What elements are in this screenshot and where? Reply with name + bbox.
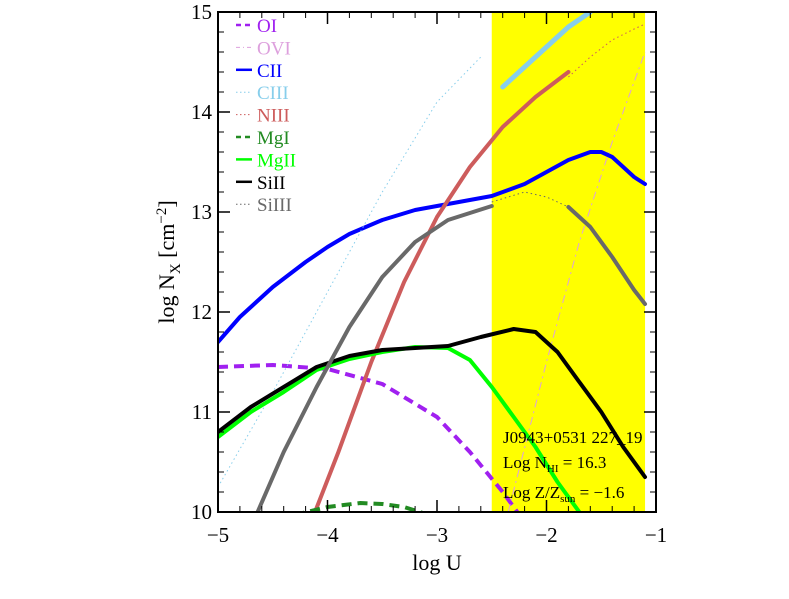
series-line-ciii-bold [500, 12, 593, 90]
x-axis-label: log U [412, 550, 462, 575]
x-tick-label: −5 [207, 523, 229, 547]
series-line-niii [568, 23, 646, 78]
legend-label-oi: OI [257, 16, 277, 37]
x-tick-label: −3 [426, 523, 448, 547]
legend-label-mgii: MgII [257, 150, 296, 171]
annotation-line-2-sub: HI [547, 463, 559, 475]
series-line-ciii [218, 56, 482, 488]
x-tick-label: −4 [316, 523, 339, 547]
y-axis-label-close: ] [154, 200, 179, 207]
y-tick-label: 11 [192, 400, 212, 424]
y-axis-label: log NX [cm−2] [154, 200, 184, 323]
annotation-line-2: Log NHI = 16.3 [503, 453, 606, 475]
y-tick-label: 12 [191, 300, 212, 324]
annotation-line-2-base: Log N [503, 453, 547, 472]
highlight-region [491, 12, 646, 512]
series-layer [218, 12, 647, 512]
x-tick-label: −1 [645, 523, 667, 547]
annotation-line-2-rest: = 16.3 [559, 453, 607, 472]
y-axis-label-unit: [cm [154, 224, 179, 264]
series-line-niii-bold [312, 70, 571, 512]
y-tick-label: 14 [191, 100, 213, 124]
series-line-ovi [507, 51, 646, 512]
y-axis-label-sub: X [168, 263, 184, 274]
y-axis-label-sup: −2 [154, 208, 170, 224]
legend-label-cii: CII [257, 61, 282, 82]
series-line-siii [218, 327, 647, 479]
tick-layer: −5 −4 −3 −2 −1 10 11 12 13 14 15 [191, 0, 667, 547]
annotation-line-3-sub: sun [560, 493, 576, 505]
annotation-line-3-rest: = −1.6 [575, 483, 624, 502]
annotation-line-1: J0943+0531 227_19 [503, 428, 642, 447]
highlight-layer [491, 12, 646, 512]
legend-label-siii: SiII [257, 173, 286, 194]
legend-label-siiii: SiIII [257, 195, 292, 216]
annotation-line-3-base: Log Z/Z [503, 483, 560, 502]
series-line-oi [218, 363, 520, 512]
y-tick-label: 15 [191, 0, 212, 24]
legend-label-mgi: MgI [257, 128, 290, 149]
series-line-mgi [298, 501, 427, 512]
y-axis-label-base: log N [154, 274, 179, 324]
series-line-siiii [491, 191, 569, 208]
series-line-siiii-bold [255, 204, 494, 512]
series-line-cii [218, 150, 647, 344]
legend-label-ciii: CIII [257, 83, 289, 104]
y-tick-label: 13 [191, 200, 212, 224]
annotation-line-3: Log Z/Zsun = −1.6 [503, 483, 624, 505]
legend-label-ovi: OVI [257, 38, 291, 59]
series-line-siiii-bold2 [566, 205, 647, 306]
legend-label-niii: NIII [257, 106, 290, 127]
x-tick-label: −2 [535, 523, 557, 547]
y-tick-label: 10 [191, 500, 212, 524]
